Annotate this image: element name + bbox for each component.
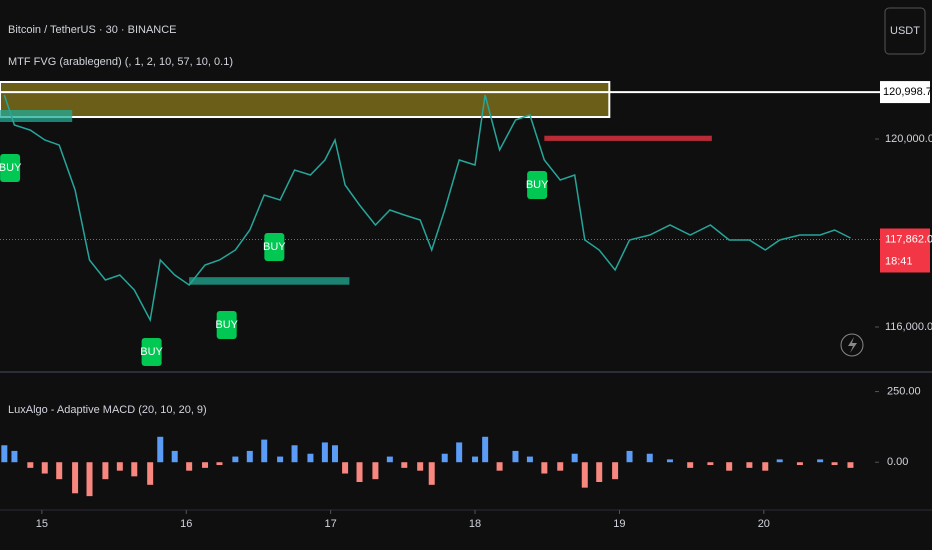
x-tick-label: 18 bbox=[469, 518, 481, 530]
macd-histogram-bar bbox=[386, 456, 393, 463]
macd-histogram-bar bbox=[261, 439, 268, 463]
macd-histogram-bar bbox=[56, 462, 63, 480]
buy-label: BUY bbox=[140, 346, 163, 358]
buy-signal bbox=[264, 233, 285, 262]
macd-histogram-bar bbox=[596, 462, 603, 482]
currency-button[interactable] bbox=[884, 7, 926, 55]
macd-histogram-bar bbox=[472, 456, 479, 463]
macd-histogram-bar bbox=[356, 462, 363, 482]
macd-histogram-bar bbox=[541, 462, 548, 474]
macd-histogram-bar bbox=[401, 462, 408, 468]
macd-histogram-bar bbox=[456, 442, 463, 463]
macd-histogram-bar bbox=[646, 453, 653, 463]
macd-title: LuxAlgo - Adaptive MACD (20, 10, 20, 9) bbox=[8, 404, 207, 416]
buy-label: BUY bbox=[526, 179, 549, 191]
macd-histogram-bar bbox=[86, 462, 93, 497]
price-line bbox=[3, 94, 851, 323]
macd-histogram-bar bbox=[277, 456, 284, 463]
macd-histogram-bar bbox=[626, 450, 633, 463]
macd-histogram-bar bbox=[817, 459, 824, 463]
macd-histogram-bar bbox=[762, 462, 769, 471]
macd-histogram-bar bbox=[707, 462, 714, 466]
macd-histogram-bar bbox=[417, 462, 424, 471]
x-tick-label: 16 bbox=[180, 518, 192, 530]
buy-label: BUY bbox=[0, 162, 22, 174]
macd-histogram-bar bbox=[131, 462, 138, 477]
macd-histogram-bar bbox=[342, 462, 349, 474]
x-tick-label: 20 bbox=[758, 518, 770, 530]
macd-histogram-bar bbox=[666, 459, 673, 463]
y-tick-label: 250.00 bbox=[887, 385, 921, 397]
macd-histogram-bar bbox=[147, 462, 154, 485]
macd-histogram-bar bbox=[372, 462, 379, 480]
buy-label: BUY bbox=[263, 241, 286, 253]
buy-label: BUY bbox=[215, 319, 238, 331]
lightning-glyph bbox=[848, 337, 857, 353]
fvg-zone bbox=[189, 277, 350, 285]
macd-histogram-bar bbox=[202, 462, 209, 468]
macd-histogram-bar bbox=[496, 462, 503, 471]
buy-signal bbox=[527, 171, 548, 200]
macd-histogram-bar bbox=[216, 462, 223, 466]
x-tick-label: 17 bbox=[325, 518, 337, 530]
price-label: 120,998.71 bbox=[883, 86, 932, 98]
macd-histogram-bar bbox=[186, 462, 193, 471]
buy-signal bbox=[141, 338, 162, 367]
macd-histogram-bar bbox=[1, 445, 8, 463]
macd-histogram-bar bbox=[847, 462, 854, 468]
indicator-title: MTF FVG (arablegend) (, 1, 2, 10, 57, 10… bbox=[8, 56, 233, 68]
price-label-box bbox=[880, 81, 930, 104]
currency[interactable]: USDT bbox=[890, 25, 920, 37]
macd-histogram-bar bbox=[557, 462, 564, 471]
last-price-box bbox=[880, 228, 930, 273]
fvg-zone bbox=[0, 110, 73, 123]
macd-histogram-bar bbox=[11, 450, 18, 463]
x-tick-label: 19 bbox=[613, 518, 625, 530]
macd-histogram-bar bbox=[512, 450, 519, 463]
countdown: 18:41 bbox=[885, 255, 913, 267]
last-price-label: 117,862.00 bbox=[885, 233, 932, 245]
macd-histogram-bar bbox=[581, 462, 588, 488]
macd-histogram-bar bbox=[526, 456, 533, 463]
lightning-icon[interactable] bbox=[840, 333, 864, 357]
macd-histogram-bar bbox=[482, 436, 489, 463]
macd-histogram-bar bbox=[687, 462, 694, 468]
macd-histogram-bar bbox=[102, 462, 109, 480]
macd-histogram-bar bbox=[41, 462, 48, 474]
macd-histogram-bar bbox=[831, 462, 838, 466]
macd-histogram-bar bbox=[746, 462, 753, 468]
y-tick-label: 0.00 bbox=[887, 456, 908, 468]
macd-histogram-bar bbox=[72, 462, 79, 494]
x-tick-label: 15 bbox=[36, 518, 48, 530]
buy-signal bbox=[216, 311, 237, 340]
macd-histogram-bar bbox=[232, 456, 239, 463]
macd-histogram-bar bbox=[157, 436, 164, 463]
fvg-zone bbox=[544, 135, 712, 141]
chart-title: Bitcoin / TetherUS · 30 · BINANCE bbox=[8, 24, 177, 36]
macd-histogram-bar bbox=[571, 453, 578, 463]
macd-histogram-bar bbox=[291, 445, 298, 463]
macd-histogram-bar bbox=[171, 450, 178, 463]
macd-histogram-bar bbox=[331, 445, 338, 463]
macd-histogram-bar bbox=[776, 459, 783, 463]
macd-histogram-bar bbox=[428, 462, 435, 485]
macd-histogram-bar bbox=[307, 453, 314, 463]
macd-histogram-bar bbox=[612, 462, 619, 480]
macd-histogram-bar bbox=[27, 462, 34, 468]
y-tick-label: 120,000.00 bbox=[885, 133, 932, 145]
macd-histogram-bar bbox=[796, 462, 803, 466]
macd-histogram-bar bbox=[116, 462, 123, 471]
macd-histogram-bar bbox=[726, 462, 733, 471]
fvg-zone bbox=[0, 81, 611, 119]
macd-histogram-bar bbox=[246, 450, 253, 463]
macd-histogram-bar bbox=[321, 442, 328, 463]
y-tick-label: 116,000.00 bbox=[885, 321, 932, 333]
macd-histogram-bar bbox=[441, 453, 448, 463]
buy-signal bbox=[0, 154, 21, 183]
